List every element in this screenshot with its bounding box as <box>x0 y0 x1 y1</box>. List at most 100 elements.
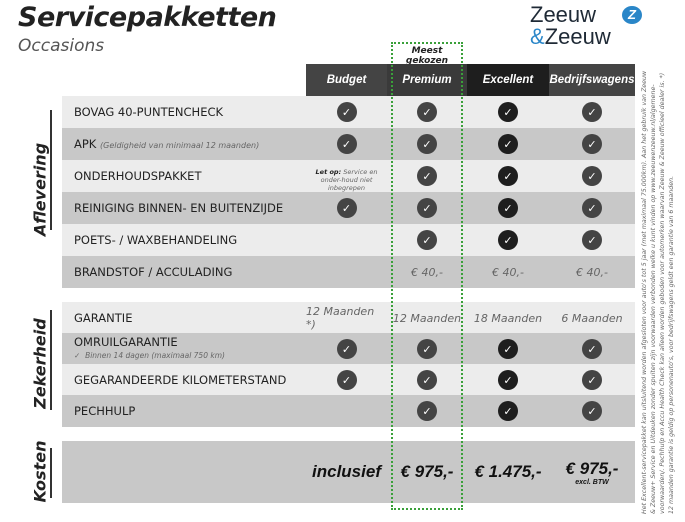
check-cell: ✓ <box>467 192 549 224</box>
col-header-bedrijfswagens: Bedrijfswagens <box>549 64 635 96</box>
value-cell: 12 Maanden <box>392 311 462 325</box>
col-header-premium: Premium <box>387 64 467 96</box>
checkmark-icon: ✓ <box>417 134 437 154</box>
row-label-text: APK <box>74 137 97 151</box>
checkmark-icon: ✓ <box>336 198 357 218</box>
check-cell: ✓ <box>306 333 387 365</box>
check-cell: ✓ <box>306 96 387 128</box>
check-cell: ✓ <box>387 160 467 192</box>
check-cell: ✓ <box>549 364 635 396</box>
section-title-zekerheid: Zekerheid <box>30 318 50 409</box>
check-cell: ✓ <box>549 160 635 192</box>
price-cell: € 1.475,- <box>467 441 549 503</box>
checkmark-icon: ✓ <box>498 102 518 122</box>
page-title: Servicepakketten <box>18 2 277 33</box>
checkmark-icon: ✓ <box>336 370 357 390</box>
price-cell: € 975,- <box>387 441 467 503</box>
logo: Zeeuw &Zeeuw Z <box>530 4 642 48</box>
section-title-aflevering: Aflevering <box>30 142 50 237</box>
row-label: ONDERHOUDSPAKKET <box>74 160 201 192</box>
note-text: Service en onder-houd niet inbegrepen <box>320 168 378 192</box>
value-cell: 12 Maanden *) <box>306 305 375 331</box>
value-cell <box>306 224 387 256</box>
row-label-text: ONDERHOUDSPAKKET <box>74 169 202 183</box>
budget-note: Let op: Service en onder-houd niet inbeg… <box>306 160 387 192</box>
row-note: (Geldigheid van minimaal 12 maanden) <box>100 141 260 150</box>
row-label-text: GEGARANDEERDE KILOMETERSTAND <box>74 373 287 387</box>
check-cell: ✓ <box>306 128 387 160</box>
check-cell: ✓ <box>387 224 467 256</box>
checkmark-icon: ✓ <box>582 370 602 390</box>
section-title-kosten: Kosten <box>30 440 50 503</box>
checkmark-icon: ✓ <box>582 134 602 154</box>
checkmark-icon: ✓ <box>417 339 437 359</box>
row-sub: Binnen 14 dagen (maximaal 750 km) <box>85 351 225 360</box>
row-label: APK (Geldigheid van minimaal 12 maanden) <box>74 128 259 162</box>
check-cell: ✓ <box>387 96 467 128</box>
row-label-text: GARANTIE <box>74 311 133 325</box>
check-cell: ✓ <box>549 333 635 365</box>
check-cell: ✓ <box>549 96 635 128</box>
table-row: BOVAG 40-PUNTENCHECK ✓ ✓ ✓ ✓ <box>62 96 635 128</box>
row-label: OMRUILGARANTIE ✓ Binnen 14 dagen (maximaa… <box>74 335 225 360</box>
row-label: GEGARANDEERDE KILOMETERSTAND <box>74 364 286 396</box>
row-label-text: REINIGING BINNEN- EN BUITENZIJDE <box>74 201 284 215</box>
checkmark-icon: ✓ <box>417 198 437 218</box>
checkmark-icon: ✓ <box>582 102 602 122</box>
row-label: BRANDSTOF / ACCULADING <box>74 256 232 288</box>
check-cell: ✓ <box>549 128 635 160</box>
checkmark-icon: ✓ <box>417 230 437 250</box>
check-cell: ✓ <box>387 128 467 160</box>
check-cell: ✓ <box>387 192 467 224</box>
price-cell: € 975,- excl. BTW <box>549 441 635 503</box>
section-divider <box>50 310 52 410</box>
checkmark-icon: ✓ <box>498 339 518 359</box>
checkmark-icon: ✓ <box>582 198 602 218</box>
checkmark-icon: ✓ <box>582 401 602 421</box>
checkmark-icon: ✓ <box>417 102 437 122</box>
check-cell: ✓ <box>387 333 467 365</box>
checkmark-icon: ✓ <box>498 134 518 154</box>
table-row: GARANTIE 12 Maanden *) 12 Maanden 18 Maande… <box>62 302 635 334</box>
checkmark-icon: ✓ <box>498 230 518 250</box>
col-header-budget: Budget <box>306 64 387 96</box>
row-label: REINIGING BINNEN- EN BUITENZIJDE <box>74 192 283 224</box>
check-cell: ✓ <box>306 192 387 224</box>
row-label: BOVAG 40-PUNTENCHECK <box>74 96 223 128</box>
check-cell: ✓ <box>467 224 549 256</box>
check-cell: ✓ <box>467 96 549 128</box>
table-row: OMRUILGARANTIE ✓ Binnen 14 dagen (maximaa… <box>62 333 635 365</box>
check-cell: ✓ <box>467 395 549 427</box>
row-label-text: POETS- / WAXBEHANDELING <box>74 233 238 247</box>
page-subtitle: Occasions <box>18 36 105 56</box>
price-value: € 975,- <box>565 458 619 478</box>
checkmark-icon: ✓ <box>417 401 437 421</box>
col-header-excellent: Excellent <box>467 64 549 96</box>
price-value: € 1.475,- <box>474 462 542 481</box>
row-label-text: BRANDSTOF / ACCULADING <box>74 265 233 279</box>
table-row: REINIGING BINNEN- EN BUITENZIJDE ✓ ✓ ✓ ✓ <box>62 192 635 224</box>
row-label: PECHHULP <box>74 395 135 427</box>
checkmark-icon: ✓ <box>336 134 357 154</box>
section-divider <box>50 110 52 230</box>
checkmark-icon: ✓ <box>582 230 602 250</box>
table-row: BRANDSTOF / ACCULADING € 40,- € 40,- € 40,- <box>62 256 635 288</box>
checkmark-icon: ✓ <box>417 370 437 390</box>
table-row: ONDERHOUDSPAKKET Let op: Service en onder… <box>62 160 635 192</box>
value-cell: 18 Maanden <box>473 311 543 325</box>
checkmark-icon: ✓ <box>498 198 518 218</box>
row-label-text: BOVAG 40-PUNTENCHECK <box>74 105 224 119</box>
checkmark-icon: ✓ <box>498 401 518 421</box>
row-label-text: OMRUILGARANTIE <box>74 335 178 349</box>
section-divider <box>50 448 52 498</box>
row-label: GARANTIE <box>74 302 132 334</box>
value-cell <box>306 395 387 427</box>
value-cell: 6 Maanden <box>561 311 623 325</box>
table-row: POETS- / WAXBEHANDELING ✓ ✓ ✓ <box>62 224 635 256</box>
checkmark-icon: ✓ <box>582 339 602 359</box>
check-cell: ✓ <box>467 333 549 365</box>
row-label-text: PECHHULP <box>74 404 136 418</box>
checkmark-icon: ✓ <box>498 370 518 390</box>
check-cell: ✓ <box>467 128 549 160</box>
check-cell: ✓ <box>549 224 635 256</box>
